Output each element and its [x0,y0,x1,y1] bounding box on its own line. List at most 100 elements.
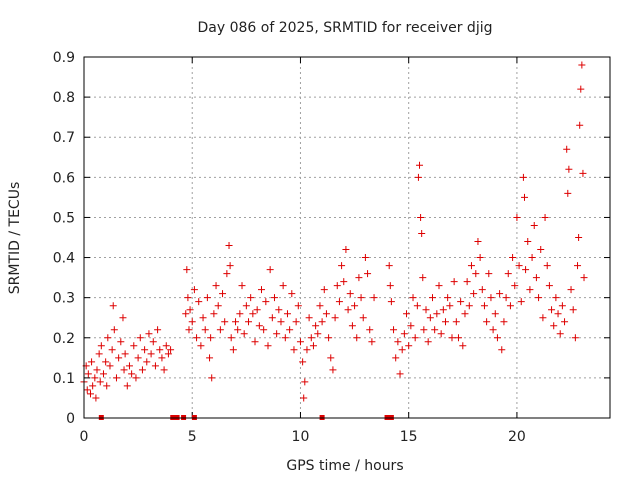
data-point [186,306,194,314]
data-point [502,294,510,302]
data-point [500,318,508,326]
data-point [331,314,339,322]
data-point [93,366,101,374]
data-point [411,334,419,342]
data-point [188,318,196,326]
x-tick-label: 10 [292,429,310,445]
data-point [296,338,304,346]
data-point [579,169,587,177]
data-point [251,338,259,346]
data-point [414,173,422,181]
data-point [429,294,437,302]
y-axis-label: SRMTID / TECUs [7,182,23,295]
data-point [515,262,523,270]
data-point [262,298,270,306]
data-point [558,302,566,310]
data-point [83,386,91,394]
data-point [565,165,573,173]
data-point [106,362,114,370]
data-point [387,298,395,306]
data-point [417,213,425,221]
data-point [221,318,229,326]
data-point [413,302,421,310]
data-point [571,334,579,342]
data-point [569,306,577,314]
data-point [300,394,308,402]
data-point [537,246,545,254]
x-tick-label: 0 [80,429,89,445]
data-point [394,338,402,346]
data-point [309,342,317,350]
data-point [123,382,131,390]
data-point [207,334,215,342]
data-point [92,394,100,402]
data-point [344,306,352,314]
data-point [441,318,449,326]
data-point [270,294,278,302]
data-point [472,270,480,278]
data-point [249,310,257,318]
x-axis-label: GPS time / hours [286,458,403,474]
data-point [461,310,469,318]
data-point [201,326,209,334]
y-tick-label: 0.3 [53,291,75,307]
data-point [206,354,214,362]
data-point [136,334,144,342]
data-point [532,274,540,282]
data-point [554,310,562,318]
data-point [407,322,415,330]
data-point [424,338,432,346]
data-point [333,282,341,290]
data-point [279,282,287,290]
data-point [580,274,588,282]
data-point [225,242,233,250]
data-point [390,326,398,334]
data-point [290,346,298,354]
data-point [236,310,244,318]
data-point [422,306,430,314]
data-point [102,358,110,366]
data-point [292,318,300,326]
data-point [103,382,111,390]
data-point [450,278,458,286]
data-point [96,378,104,386]
grid-lines [84,57,610,418]
data-point [357,294,365,302]
data-point [522,266,530,274]
data-point [419,274,427,282]
data-point [543,262,551,270]
data-point [109,302,117,310]
data-point [212,282,220,290]
data-point [266,266,274,274]
data-point [493,334,501,342]
data-point [329,366,337,374]
data-point [539,314,547,322]
data-point [283,310,291,318]
data-point [366,326,374,334]
x-tick-label: 5 [188,429,197,445]
data-point [286,326,294,334]
data-point [303,346,311,354]
data-point [294,302,302,310]
x-tick-label: 20 [508,429,526,445]
y-tick-label: 0.1 [53,371,75,387]
data-point [264,342,272,350]
data-point [465,302,473,310]
data-point [203,294,211,302]
data-point [420,326,428,334]
data-point [299,358,307,366]
data-point [95,350,103,358]
data-point [457,298,465,306]
data-point [431,326,439,334]
y-tick-label: 0.4 [53,251,75,267]
data-point [454,334,462,342]
data-point [257,286,265,294]
data-point [86,390,94,398]
data-point [84,370,92,378]
data-point [115,354,123,362]
data-point [132,374,140,382]
axis-ticks: 0 0.1 0.2 0.3 0.4 0.5 0.6 0.7 0.8 0.9 0 5 10 15 20 [53,50,610,445]
data-point [487,294,495,302]
data-point [446,302,454,310]
data-point [190,286,198,294]
